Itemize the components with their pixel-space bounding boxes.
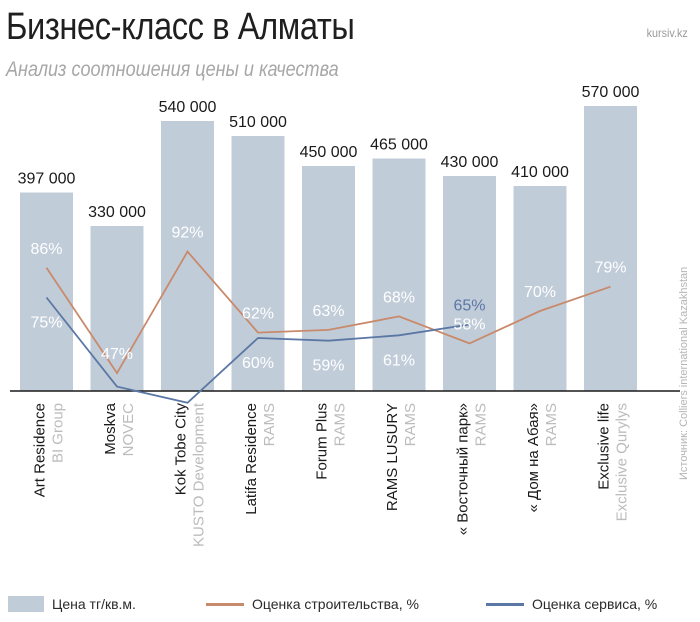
- price-bar: [161, 121, 214, 391]
- price-bar: [302, 166, 355, 391]
- chart-subtitle: Анализ соотношения цены и качества: [6, 58, 339, 81]
- developer-label: RAMS: [473, 403, 490, 446]
- legend-line-construction: [206, 602, 244, 606]
- price-bar: [443, 176, 496, 391]
- service-line: [45, 296, 470, 404]
- service-value-label: 36%: [171, 420, 203, 437]
- price-bar: [20, 192, 73, 391]
- price-bar: [90, 226, 144, 391]
- construction-value-label: 68%: [383, 289, 415, 306]
- construction-value-label: 92%: [171, 225, 203, 242]
- construction-value-label: 47%: [101, 346, 133, 363]
- construction-value-label: 62%: [242, 306, 274, 323]
- category-label: Forum Plus: [314, 403, 331, 480]
- construction-value-label: 63%: [312, 303, 344, 320]
- bar-value-label: 397 000: [18, 171, 76, 188]
- category-label: Art Residence: [32, 403, 49, 497]
- service-value-label: 75%: [30, 315, 62, 332]
- legend-line-service: [486, 602, 524, 606]
- chart-canvas: 397 000 330 000 540 000 510 000 450 000 465 0…: [10, 84, 680, 547]
- construction-value-label: 79%: [594, 260, 626, 277]
- legend-label-construction: Оценка строительства, %: [252, 596, 419, 612]
- legend-item-price: Цена тг/кв.м.: [8, 596, 136, 612]
- bar-value-label: 540 000: [159, 99, 217, 116]
- category-label: Latifa Residence: [243, 403, 260, 515]
- service-value-label: 65%: [453, 298, 485, 315]
- category-label: RAMS LUSURY: [384, 403, 401, 511]
- category-label: « Восточный парк»: [455, 403, 472, 535]
- construction-value-label: 86%: [30, 241, 62, 258]
- price-bar: [513, 186, 567, 391]
- legend-swatch-price: [8, 596, 44, 612]
- category-label: Kok Tobe City: [173, 403, 190, 496]
- legend-item-service: Оценка сервиса, %: [486, 596, 657, 612]
- legend: Цена тг/кв.м. Оценка строительства, % Оц…: [0, 596, 700, 620]
- category-label: Exclusive life: [596, 403, 613, 490]
- service-value-label: 42%: [101, 404, 133, 421]
- site-link[interactable]: kursiv.kz: [646, 26, 688, 40]
- service-value-label: 60%: [242, 355, 274, 372]
- construction-value-label: 70%: [524, 284, 556, 301]
- service-value-label: 59%: [312, 358, 344, 375]
- bar-value-label: 330 000: [88, 204, 146, 221]
- category-label: Moskva: [102, 402, 119, 454]
- legend-label-service: Оценка сервиса, %: [532, 596, 658, 612]
- legend-label-price: Цена тг/кв.м.: [52, 596, 136, 612]
- bar-value-label: 410 000: [511, 164, 569, 181]
- legend-item-construction: Оценка строительства, %: [206, 596, 419, 612]
- price-bar: [372, 158, 426, 391]
- bar-value-label: 450 000: [300, 144, 358, 161]
- price-bar: [584, 106, 637, 391]
- price-bar: [231, 136, 285, 391]
- bar-value-label: 570 000: [582, 84, 640, 101]
- bar-value-label: 465 000: [370, 137, 428, 154]
- bar-value-label: 510 000: [229, 114, 287, 131]
- service-value-label: 61%: [383, 352, 415, 369]
- developer-label: BI Group: [50, 403, 67, 463]
- developer-label: RAMS: [261, 403, 278, 446]
- developer-label: RAMS: [332, 403, 349, 446]
- developer-label: RAMS: [543, 403, 560, 446]
- developer-label: NOVEC: [120, 403, 137, 457]
- bar-value-label: 430 000: [441, 154, 499, 171]
- developer-label: KUSTO Development: [191, 402, 208, 547]
- developer-label: RAMS: [402, 403, 419, 446]
- construction-value-label: 58%: [453, 316, 485, 333]
- construction-line: [45, 250, 611, 375]
- chart-title: Бизнес-класс в Алматы: [6, 6, 355, 48]
- developer-label: Exclusive Qurylys: [614, 403, 631, 521]
- category-label: « Дом на Абая»: [525, 403, 542, 513]
